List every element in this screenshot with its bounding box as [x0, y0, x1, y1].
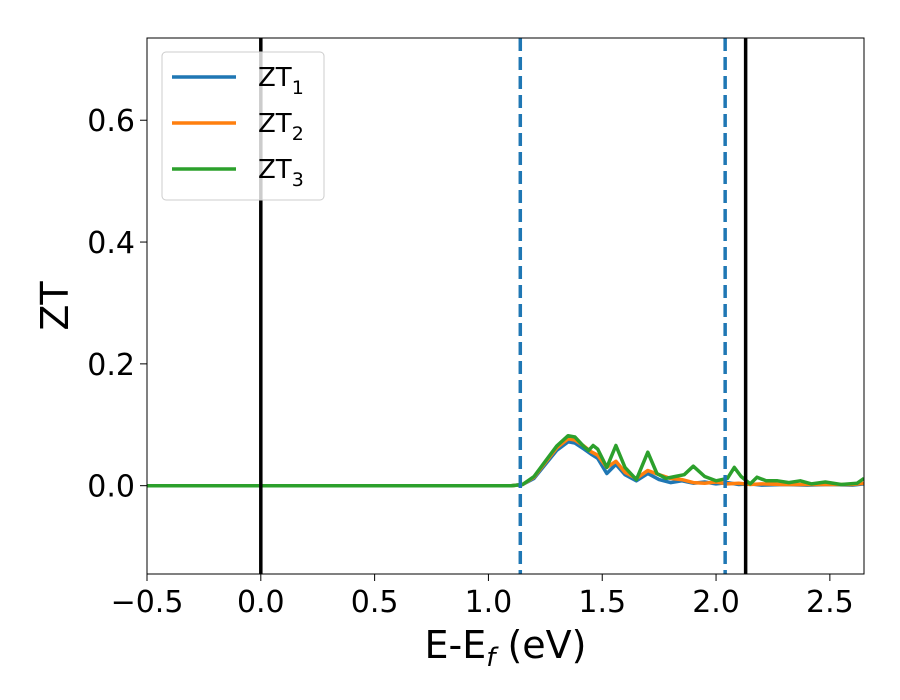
y-axis-ticks: 0.0 0.2 0.4 0.6 [87, 104, 147, 505]
legend-label-2: ZT2 [258, 109, 304, 145]
y-tick-label: 0.0 [87, 470, 135, 505]
legend-label-subscript: 1 [292, 77, 304, 99]
x-tick-label: 0.0 [237, 585, 285, 620]
x-tick-label: 1.0 [465, 585, 513, 620]
x-axis-label-unit: (eV) [495, 623, 586, 667]
legend-label-3: ZT3 [258, 155, 304, 191]
legend-label-base: ZT [258, 109, 292, 139]
x-tick-label: −0.5 [111, 585, 184, 620]
x-axis-label-base: E-E [425, 623, 487, 667]
legend-label-base: ZT [258, 155, 292, 185]
x-tick-label: 0.5 [351, 585, 399, 620]
vline-layer [259, 38, 748, 574]
y-tick-label: 0.2 [87, 348, 135, 383]
y-axis-label: ZT [33, 281, 77, 331]
x-axis-ticks: −0.5 0.0 0.5 1.0 1.5 2.0 2.5 [111, 574, 854, 620]
series-line-3 [147, 433, 864, 488]
legend-box [161, 51, 325, 201]
legend-label-subscript: 2 [292, 123, 304, 145]
legend-label-1: ZT1 [258, 63, 304, 99]
x-tick-label: 1.5 [578, 585, 626, 620]
x-axis-label: E-Ef (eV) [425, 623, 587, 673]
y-tick-label: 0.6 [87, 104, 135, 139]
y-tick-label: 0.4 [87, 226, 135, 261]
legend-label-subscript: 3 [292, 169, 304, 191]
legend-label-base: ZT [258, 63, 292, 93]
x-tick-label: 2.0 [692, 585, 740, 620]
x-tick-label: 2.5 [806, 585, 854, 620]
series-layer [147, 433, 864, 488]
plot-frame [146, 37, 865, 575]
